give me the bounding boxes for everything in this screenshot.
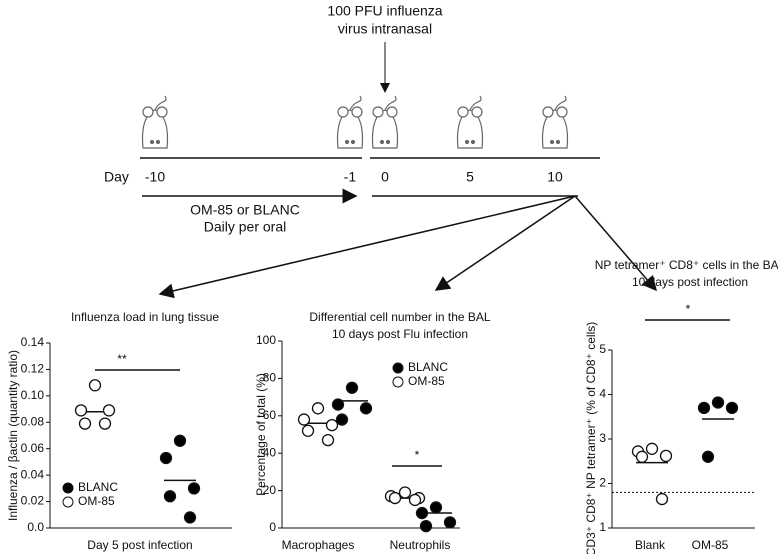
- mouse-icon: [541, 95, 569, 149]
- data-point: [711, 396, 725, 409]
- significance-label: *: [686, 302, 691, 316]
- data-point: [163, 490, 177, 503]
- data-point: [697, 401, 711, 415]
- data-point: [429, 501, 443, 514]
- mouse-icon: [456, 95, 484, 149]
- day: -10: [145, 169, 165, 185]
- y-tick-label: 1: [599, 520, 606, 534]
- data-point: [98, 417, 112, 430]
- arrow: [574, 195, 657, 292]
- mouse-icon: [336, 95, 364, 149]
- data-point: [159, 451, 173, 465]
- infection-label: 100 PFU influenza: [327, 3, 442, 19]
- data-point: [78, 417, 92, 430]
- x-tick-label: Macrophages: [282, 538, 355, 552]
- day: 10: [547, 169, 563, 185]
- legend-label: BLANC: [78, 480, 118, 494]
- x-tick-label: OM-85: [692, 538, 729, 552]
- data-point: [655, 492, 669, 506]
- data-point: [398, 486, 412, 499]
- y-tick-label: 40: [263, 445, 277, 459]
- mouse-icon: [371, 95, 399, 149]
- significance-label: **: [117, 352, 127, 366]
- mouse-icon: [141, 95, 169, 149]
- data-point: [173, 434, 187, 447]
- legend-marker: [62, 482, 74, 494]
- day: -1: [344, 169, 357, 185]
- chart-title: NP tetramer⁺ CD8⁺ cells in the BAL: [595, 258, 778, 272]
- y-axis-label: Influenza / βactin (quantity ratio): [6, 350, 20, 521]
- data-point: [325, 418, 339, 432]
- data-point: [701, 450, 715, 463]
- y-tick-label: 4: [599, 387, 606, 401]
- y-tick-label: 0.06: [21, 441, 45, 455]
- y-tick-label: 0.04: [21, 467, 45, 481]
- x-axis-label: Day 5 post infection: [87, 538, 192, 552]
- data-point: [659, 449, 673, 463]
- y-tick-label: 60: [263, 408, 277, 422]
- data-point: [345, 381, 359, 394]
- y-tick-label: 0: [269, 520, 276, 534]
- data-point: [645, 442, 659, 455]
- arrow: [434, 195, 576, 291]
- data-point: [388, 491, 402, 505]
- data-point: [183, 511, 197, 524]
- infection-label: virus intranasal: [338, 21, 432, 37]
- y-tick-label: 5: [599, 342, 606, 356]
- legend-marker: [392, 362, 404, 374]
- y-tick-label: 0.02: [21, 494, 45, 508]
- data-point: [725, 401, 739, 415]
- treatment-label: Daily per oral: [204, 219, 286, 235]
- y-tick-label: 0.0: [27, 520, 44, 534]
- legend-label: OM-85: [408, 374, 445, 388]
- data-point: [443, 516, 457, 529]
- y-tick-label: 80: [263, 371, 277, 385]
- legend-marker: [62, 496, 74, 508]
- y-tick-label: 20: [263, 483, 277, 497]
- treatment-label: OM-85 or BLANC: [190, 202, 300, 218]
- y-tick-label: 0.12: [21, 362, 45, 376]
- data-point: [301, 424, 315, 437]
- y-tick-label: 0.08: [21, 414, 45, 428]
- data-point: [102, 404, 116, 417]
- legend-marker: [392, 376, 404, 388]
- y-tick-label: 3: [599, 431, 606, 445]
- data-point: [74, 404, 88, 417]
- y-tick-label: 0.10: [21, 388, 45, 402]
- legend-label: OM-85: [78, 494, 115, 508]
- y-axis-label: Percentage of total (%): [254, 373, 268, 496]
- data-point: [297, 413, 311, 426]
- data-point: [311, 402, 325, 415]
- data-point: [408, 493, 422, 507]
- y-axis-label: CD3⁺ CD8⁺ NP tetramer⁺ (% of CD8⁺ cells): [584, 322, 598, 554]
- significance-label: *: [415, 448, 420, 462]
- chart-title: 10 days post Flu infection: [332, 327, 468, 341]
- data-point: [359, 402, 373, 415]
- data-point: [331, 398, 345, 411]
- day: 5: [466, 169, 474, 185]
- data-point: [419, 519, 433, 533]
- data-point: [335, 413, 349, 426]
- day-label: Day: [104, 169, 129, 185]
- chart-title: 10 days post infection: [632, 275, 748, 289]
- chart-title: Influenza load in lung tissue: [71, 310, 219, 324]
- day: 0: [381, 169, 389, 185]
- y-tick-label: 2: [599, 476, 606, 490]
- legend-label: BLANC: [408, 360, 448, 374]
- data-point: [635, 450, 649, 463]
- data-point: [187, 482, 201, 495]
- arrow: [158, 195, 576, 299]
- data-point: [415, 506, 429, 520]
- data-point: [321, 433, 335, 447]
- chart-title: Differential cell number in the BAL: [309, 310, 491, 324]
- x-tick-label: Neutrophils: [390, 538, 451, 552]
- data-point: [88, 379, 102, 392]
- y-tick-label: 100: [256, 333, 276, 347]
- x-tick-label: Blank: [635, 538, 666, 552]
- y-tick-label: 0.14: [21, 335, 45, 349]
